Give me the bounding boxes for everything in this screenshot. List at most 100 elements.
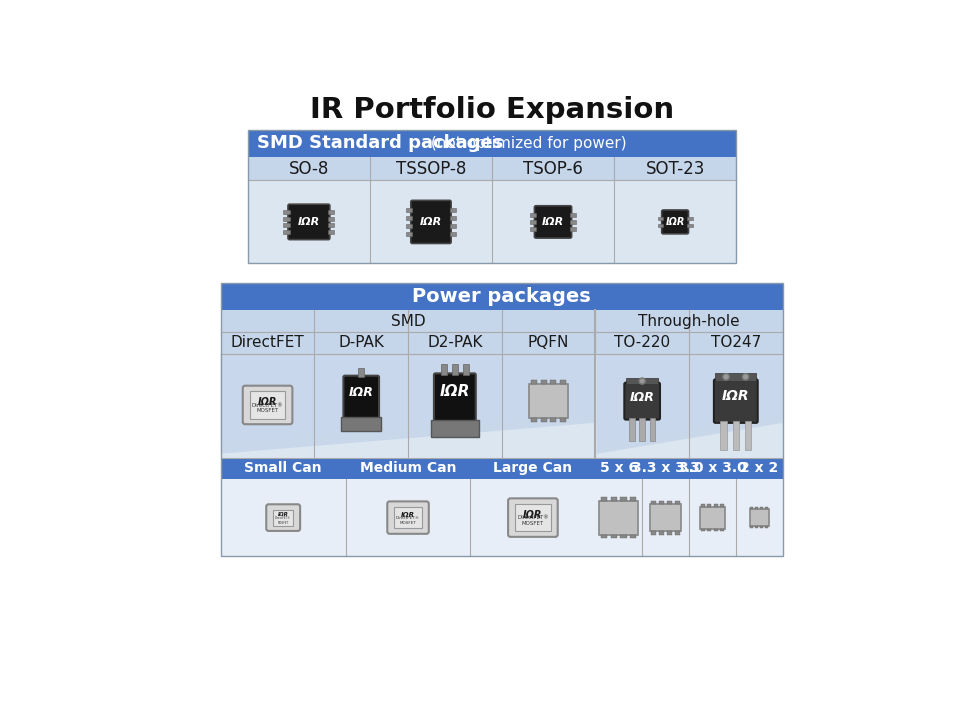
Bar — [406, 224, 413, 228]
Bar — [449, 216, 456, 220]
Text: TSSOP-8: TSSOP-8 — [396, 160, 467, 178]
FancyBboxPatch shape — [274, 510, 293, 526]
FancyBboxPatch shape — [624, 382, 660, 420]
Bar — [601, 497, 608, 500]
Bar — [449, 224, 456, 228]
Text: IR Portfolio Expansion: IR Portfolio Expansion — [310, 96, 674, 124]
Text: IΩR: IΩR — [541, 217, 564, 227]
Text: IΩR: IΩR — [401, 511, 415, 518]
Text: DirectFET: DirectFET — [230, 336, 304, 351]
Bar — [620, 497, 627, 500]
Bar — [720, 504, 724, 507]
Text: 2 x 2: 2 x 2 — [740, 462, 779, 475]
Bar — [248, 157, 736, 180]
Bar — [328, 230, 334, 233]
FancyBboxPatch shape — [266, 504, 300, 531]
Bar — [715, 373, 756, 381]
Bar — [660, 500, 664, 504]
Bar — [283, 210, 290, 214]
Text: 3.3 x 3.3: 3.3 x 3.3 — [632, 462, 700, 475]
Bar — [531, 418, 537, 422]
Bar — [221, 283, 782, 556]
Bar — [660, 531, 664, 535]
Bar — [560, 380, 566, 384]
Bar — [713, 504, 717, 507]
Text: IΩR: IΩR — [277, 512, 289, 517]
FancyBboxPatch shape — [650, 504, 682, 531]
Bar — [751, 507, 754, 509]
Bar — [570, 212, 576, 217]
Text: SMD Standard packages: SMD Standard packages — [257, 135, 503, 153]
Bar — [283, 223, 290, 227]
Bar — [601, 534, 608, 539]
Bar — [687, 224, 692, 227]
Bar — [667, 500, 672, 504]
FancyBboxPatch shape — [395, 507, 421, 528]
Bar — [550, 418, 557, 422]
Circle shape — [742, 374, 749, 380]
FancyBboxPatch shape — [714, 379, 757, 423]
Bar — [658, 224, 663, 227]
Bar — [221, 283, 782, 310]
Text: Through-hole: Through-hole — [638, 314, 740, 329]
Bar — [358, 368, 364, 377]
Text: DirectFET®
MOSFET: DirectFET® MOSFET — [517, 516, 549, 526]
Text: PQFN: PQFN — [528, 336, 569, 351]
Bar — [760, 526, 763, 528]
Text: Large Can: Large Can — [493, 462, 572, 475]
Bar — [540, 380, 547, 384]
Text: 5 x 6: 5 x 6 — [600, 462, 637, 475]
Bar — [550, 380, 557, 384]
Text: IΩR: IΩR — [630, 391, 655, 404]
Bar — [651, 531, 657, 535]
Text: IΩR: IΩR — [665, 217, 684, 227]
Bar — [756, 507, 758, 509]
Bar — [530, 228, 536, 231]
Bar — [626, 378, 659, 384]
Bar — [406, 232, 413, 236]
FancyBboxPatch shape — [516, 504, 551, 531]
Text: TO-220: TO-220 — [614, 336, 670, 351]
Bar — [667, 531, 672, 535]
Bar — [675, 500, 680, 504]
Bar — [701, 504, 705, 507]
Bar — [765, 526, 768, 528]
FancyBboxPatch shape — [344, 376, 379, 419]
FancyBboxPatch shape — [288, 204, 330, 240]
Bar — [708, 528, 711, 531]
Bar — [630, 497, 636, 500]
Bar — [751, 526, 754, 528]
Text: DirectFET®
MOSFET: DirectFET® MOSFET — [276, 516, 291, 525]
Text: IΩR: IΩR — [298, 217, 320, 227]
Bar — [531, 380, 537, 384]
Bar — [745, 421, 752, 449]
Bar — [283, 230, 290, 233]
Bar — [341, 418, 381, 431]
Bar — [431, 420, 479, 436]
Text: D-PAK: D-PAK — [338, 336, 384, 351]
Bar — [611, 534, 617, 539]
Bar — [328, 217, 334, 220]
Bar — [708, 504, 711, 507]
Text: IΩR: IΩR — [722, 390, 750, 403]
FancyBboxPatch shape — [508, 498, 558, 537]
Bar — [630, 418, 635, 441]
Bar — [406, 216, 413, 220]
Bar — [620, 534, 627, 539]
Circle shape — [639, 378, 645, 384]
Bar — [283, 217, 290, 220]
Text: 3.0 x 3.0: 3.0 x 3.0 — [679, 462, 746, 475]
Bar — [595, 457, 782, 479]
FancyBboxPatch shape — [250, 391, 285, 419]
Bar — [449, 232, 456, 236]
FancyBboxPatch shape — [434, 374, 476, 421]
Bar — [530, 212, 536, 217]
Bar — [530, 220, 536, 224]
Text: SO-8: SO-8 — [289, 160, 329, 178]
Bar — [452, 364, 458, 375]
Bar — [720, 528, 724, 531]
Bar — [248, 130, 736, 157]
Text: SOT-23: SOT-23 — [645, 160, 705, 178]
Bar — [221, 479, 595, 556]
FancyBboxPatch shape — [411, 200, 451, 243]
